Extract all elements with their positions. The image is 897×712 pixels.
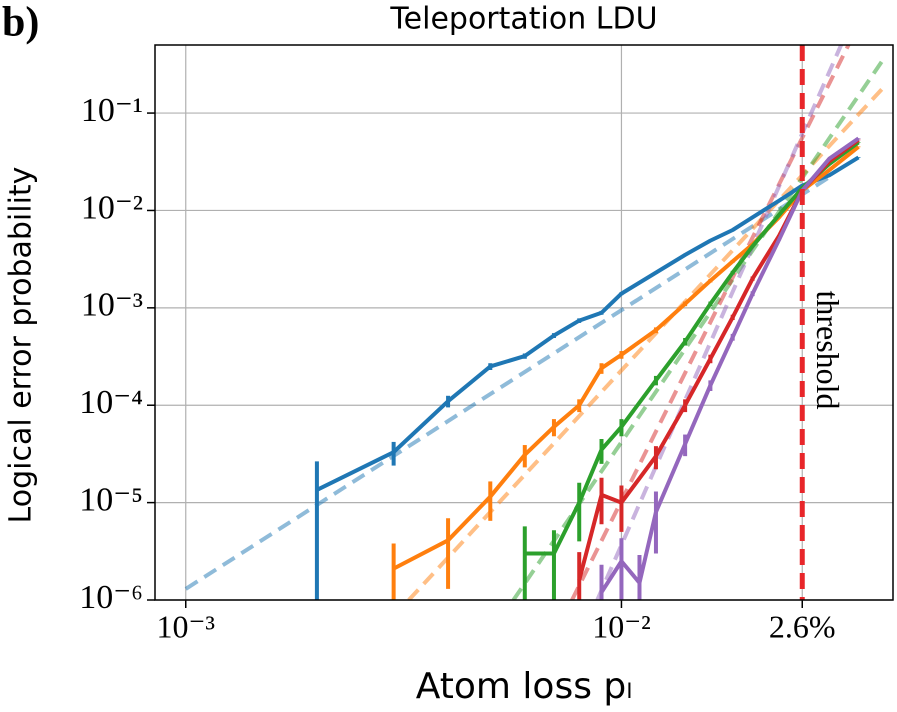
y-tick-label: 10⁻¹ [81,92,143,129]
y-tick-label: 10⁻⁵ [79,481,143,518]
data-line [316,155,860,492]
x-tick-label: 2.6% [769,608,836,644]
x-tick-label: 10⁻² [592,608,650,644]
chart-title: Teleportation LDU [389,2,657,37]
threshold-label: threshold [810,290,846,409]
y-tick-label: 10⁻⁴ [79,384,143,421]
y-tick-label: 10⁻⁶ [79,579,143,616]
y-tick-label: 10⁻² [81,189,143,226]
plot-frame [154,44,894,601]
x-tick-label: 10⁻³ [157,608,215,644]
fit-line [595,45,844,600]
y-tick-label: 10⁻³ [81,287,143,324]
x-axis-label: Atom loss pₗ [416,666,632,707]
data-line [524,140,860,556]
data-line [599,136,860,594]
fit-line [570,45,851,600]
panel-label: b) [2,0,39,46]
plot-area [184,45,885,600]
fit-line [184,175,831,591]
y-axis-label: Logical error probability [4,167,39,524]
